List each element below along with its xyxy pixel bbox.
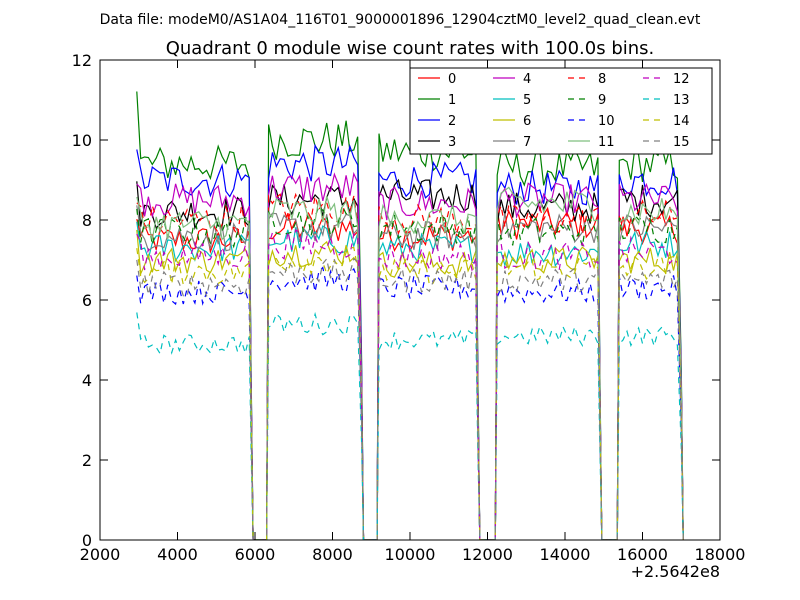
suptitle: Data file: modeM0/AS1A04_116T01_90000018… [100, 12, 701, 28]
legend-label-1: 1 [448, 93, 456, 108]
y-tick-label: 4 [82, 371, 92, 390]
legend-label-10: 10 [598, 114, 615, 129]
x-tick-label: 18000 [695, 545, 746, 564]
x-tick-label: 14000 [540, 545, 591, 564]
legend-box [409, 67, 713, 155]
legend-label-6: 6 [523, 114, 531, 129]
series-line-12 [136, 228, 684, 540]
series-lines [136, 91, 684, 540]
legend-label-2: 2 [448, 114, 456, 129]
series-line-11 [136, 186, 684, 540]
x-tick-labels: 2000 4000 6000 8000 10000 12000 14000 16000 1800… [80, 545, 746, 564]
legend-label-7: 7 [523, 135, 531, 150]
y-tick-labels: 0 2 4 6 8 10 12 [72, 51, 92, 550]
legend-label-11: 11 [598, 135, 615, 150]
legend-label-14: 14 [673, 114, 690, 129]
y-tick-label: 6 [82, 291, 92, 310]
x-tick-label: 4000 [157, 545, 198, 564]
y-tick-label: 12 [72, 51, 92, 70]
series-line-4 [136, 171, 684, 540]
legend-label-12: 12 [673, 72, 690, 87]
legend-label-13: 13 [673, 93, 690, 108]
x-tick-label: 10000 [385, 545, 436, 564]
chart-title: Quadrant 0 module wise count rates with … [166, 38, 655, 59]
y-tick-label: 2 [82, 451, 92, 470]
series-line-13 [136, 311, 684, 540]
plot-frame [99, 59, 721, 541]
y-tick-label: 0 [82, 531, 92, 550]
legend-label-9: 9 [598, 93, 606, 108]
series-line-9 [136, 203, 684, 540]
x-tick-label: 2000 [80, 545, 121, 564]
series-line-15 [136, 257, 684, 540]
legend-label-0: 0 [448, 72, 456, 87]
x-tick-label: 6000 [235, 545, 276, 564]
x-tick-label: 12000 [462, 545, 513, 564]
series-line-6 [136, 229, 684, 540]
x-tick-label: 8000 [312, 545, 353, 564]
legend-label-15: 15 [673, 135, 690, 150]
legend-label-5: 5 [523, 93, 531, 108]
series-line-10 [136, 266, 684, 540]
series-line-14 [136, 246, 684, 540]
legend-label-3: 3 [448, 135, 456, 150]
x-offset-label: +2.5642e8 [631, 562, 720, 581]
series-line-2 [136, 143, 684, 540]
legend-label-4: 4 [523, 72, 531, 87]
legend-label-8: 8 [598, 72, 606, 87]
x-tick-label: 16000 [617, 545, 668, 564]
y-tick-label: 10 [72, 131, 92, 150]
y-tick-label: 8 [82, 211, 92, 230]
series-line-8 [136, 192, 684, 540]
